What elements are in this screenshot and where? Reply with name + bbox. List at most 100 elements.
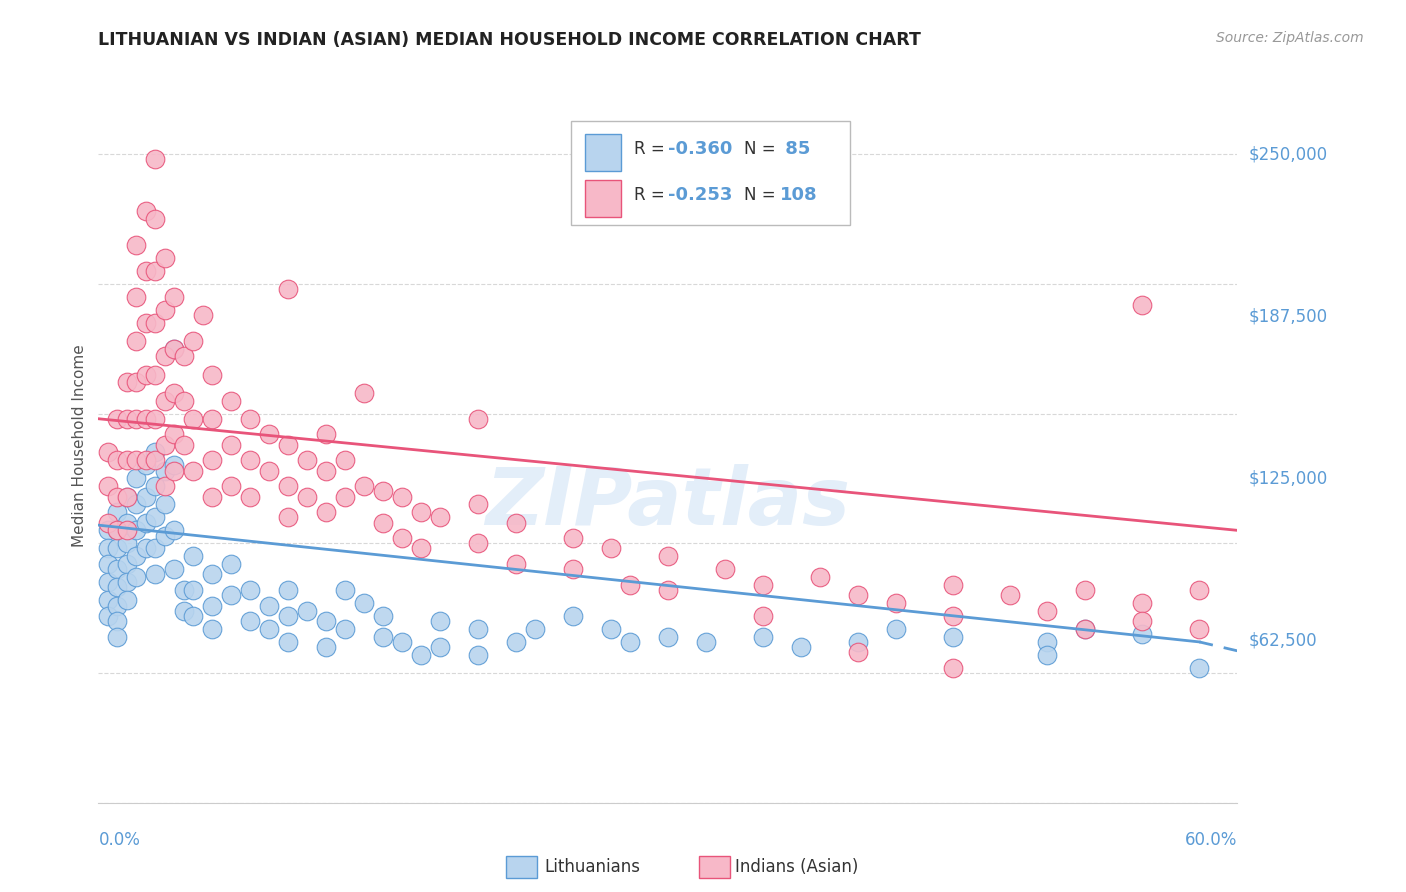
Point <box>353 596 375 610</box>
Point <box>201 567 224 582</box>
Text: LITHUANIAN VS INDIAN (ASIAN) MEDIAN HOUSEHOLD INCOME CORRELATION CHART: LITHUANIAN VS INDIAN (ASIAN) MEDIAN HOUS… <box>98 31 921 49</box>
Point <box>259 427 281 442</box>
Point <box>125 238 148 252</box>
Point <box>467 622 489 636</box>
Point <box>942 609 965 624</box>
Point <box>790 640 813 654</box>
Text: $187,500: $187,500 <box>1249 307 1327 326</box>
Point <box>183 334 205 348</box>
Point <box>562 609 585 624</box>
Point <box>221 557 243 571</box>
Point <box>315 640 337 654</box>
Point <box>135 264 157 278</box>
Point <box>429 510 451 524</box>
Point <box>619 635 641 649</box>
Point <box>391 531 413 545</box>
Point <box>125 524 148 538</box>
Point <box>145 453 167 467</box>
Point <box>107 524 129 538</box>
Text: ZIPatlas: ZIPatlas <box>485 464 851 542</box>
Point <box>97 557 120 571</box>
Point <box>467 497 489 511</box>
Point <box>153 350 176 364</box>
Point <box>657 549 679 564</box>
Point <box>752 609 775 624</box>
Point <box>153 302 176 317</box>
Point <box>201 411 224 425</box>
Point <box>315 427 337 442</box>
Point <box>135 490 157 504</box>
Point <box>277 635 299 649</box>
Point <box>115 593 138 607</box>
Point <box>277 438 299 452</box>
Point <box>107 490 129 504</box>
Point <box>115 536 138 550</box>
Point <box>115 557 138 571</box>
Text: $250,000: $250,000 <box>1249 145 1327 163</box>
Point <box>1036 604 1059 618</box>
Point <box>619 578 641 592</box>
FancyBboxPatch shape <box>585 180 621 217</box>
Point <box>353 385 375 400</box>
Point <box>657 582 679 597</box>
Point <box>153 528 176 542</box>
Point <box>107 562 129 576</box>
Point <box>353 479 375 493</box>
Point <box>297 490 319 504</box>
Point <box>153 438 176 452</box>
Point <box>752 630 775 644</box>
Point <box>371 630 394 644</box>
Point <box>107 505 129 519</box>
Point <box>201 622 224 636</box>
Point <box>173 582 195 597</box>
Point <box>153 251 176 265</box>
Text: $125,000: $125,000 <box>1249 469 1327 487</box>
Point <box>125 549 148 564</box>
Point <box>467 648 489 662</box>
Point <box>125 376 148 390</box>
Point <box>173 604 195 618</box>
Point <box>315 505 337 519</box>
Point <box>505 516 527 530</box>
Point <box>411 648 433 662</box>
Point <box>1188 661 1211 675</box>
Point <box>173 393 195 408</box>
Point <box>115 453 138 467</box>
Point <box>600 541 623 556</box>
Point <box>107 541 129 556</box>
Point <box>239 453 262 467</box>
Point <box>371 609 394 624</box>
Point <box>335 490 357 504</box>
Text: Source: ZipAtlas.com: Source: ZipAtlas.com <box>1216 31 1364 45</box>
Point <box>201 453 224 467</box>
Point <box>107 453 129 467</box>
Point <box>153 393 176 408</box>
Point <box>221 438 243 452</box>
Point <box>277 510 299 524</box>
Point <box>163 290 186 304</box>
Point <box>884 596 907 610</box>
Point <box>1132 614 1154 628</box>
Point <box>277 479 299 493</box>
Point <box>145 264 167 278</box>
Point <box>97 516 120 530</box>
Point <box>335 453 357 467</box>
Point <box>153 464 176 478</box>
Point <box>277 282 299 296</box>
Point <box>135 204 157 219</box>
Text: R =: R = <box>634 186 669 203</box>
Point <box>259 599 281 613</box>
Point <box>107 599 129 613</box>
Point <box>467 536 489 550</box>
Point <box>259 622 281 636</box>
Point <box>562 562 585 576</box>
Point <box>145 211 167 226</box>
Point <box>107 411 129 425</box>
Point <box>846 645 869 659</box>
Point <box>115 490 138 504</box>
Point <box>145 510 167 524</box>
Point <box>411 505 433 519</box>
Point <box>1074 582 1097 597</box>
Point <box>135 516 157 530</box>
Text: Indians (Asian): Indians (Asian) <box>735 858 859 876</box>
